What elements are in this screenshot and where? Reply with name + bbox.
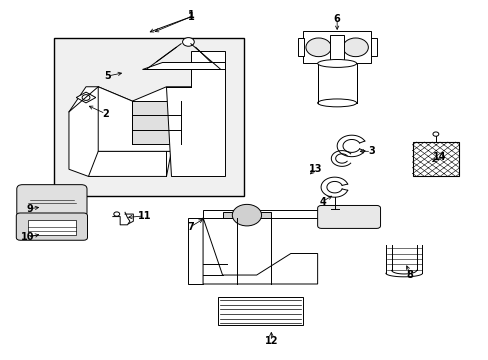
Text: 6: 6 [333, 14, 340, 24]
Polygon shape [203, 218, 317, 284]
Polygon shape [88, 151, 171, 176]
Text: 4: 4 [319, 197, 325, 207]
Polygon shape [166, 51, 224, 176]
Bar [132, 101, 181, 144]
Circle shape [114, 212, 120, 216]
Polygon shape [76, 92, 96, 103]
Polygon shape [69, 87, 132, 176]
Circle shape [305, 38, 330, 57]
Bar [217, 297, 303, 325]
Circle shape [82, 95, 90, 100]
FancyBboxPatch shape [16, 213, 87, 240]
Text: 11: 11 [138, 211, 151, 221]
Text: 10: 10 [20, 232, 34, 242]
Text: 3: 3 [367, 146, 374, 156]
Bar [298, 39, 304, 56]
Text: 1: 1 [187, 10, 194, 20]
Text: 8: 8 [406, 270, 413, 280]
Text: 5: 5 [104, 71, 111, 81]
Bar [329, 35, 344, 60]
Polygon shape [203, 211, 317, 218]
Polygon shape [98, 87, 190, 151]
Text: 9: 9 [26, 204, 33, 214]
Bar [222, 212, 271, 218]
Circle shape [232, 204, 261, 226]
Text: 1: 1 [187, 12, 194, 22]
Bar [412, 142, 458, 176]
Ellipse shape [317, 59, 356, 67]
Polygon shape [142, 62, 224, 69]
Circle shape [432, 132, 438, 136]
Polygon shape [188, 218, 203, 284]
Text: 2: 2 [102, 109, 109, 119]
Text: 7: 7 [187, 222, 194, 231]
Ellipse shape [317, 99, 356, 107]
Polygon shape [322, 211, 375, 225]
Bar [303, 31, 370, 63]
Circle shape [342, 38, 367, 57]
Bar [317, 63, 356, 103]
Bar [54, 39, 244, 196]
Text: 12: 12 [264, 336, 278, 346]
Text: 13: 13 [308, 164, 321, 174]
Bar [27, 220, 76, 234]
FancyBboxPatch shape [317, 206, 380, 228]
FancyBboxPatch shape [17, 185, 87, 217]
Circle shape [182, 38, 194, 46]
Bar [370, 39, 376, 56]
Text: 14: 14 [432, 152, 446, 162]
